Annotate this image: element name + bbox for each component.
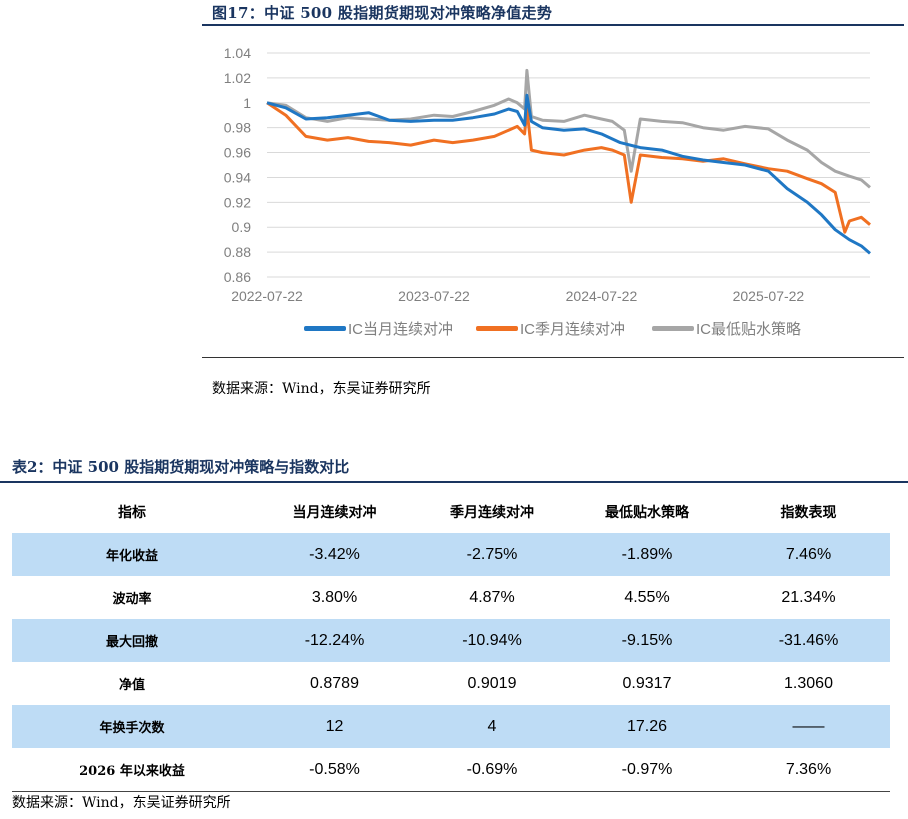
comparison-table: 指标 当月连续对冲 季月连续对冲 最低贴水策略 指数表现 年化收益 -3.42% -… — [12, 491, 890, 792]
table-cell: —— — [727, 705, 890, 748]
table-cell: -3.42% — [252, 533, 417, 576]
header-monthly: 当月连续对冲 — [252, 491, 417, 533]
table-cell: -0.58% — [252, 748, 417, 792]
table-row: 波动率 3.80% 4.87% 4.55% 21.34% — [12, 576, 890, 619]
table-cell: 7.36% — [727, 748, 890, 792]
legend-label: IC最低贴水策略 — [696, 321, 802, 338]
x-tick-label: 2025-07-22 — [733, 288, 805, 304]
row-label: 年化收益 — [12, 533, 252, 576]
table-cell: 0.9019 — [467, 674, 517, 692]
table-cell: -0.69% — [417, 748, 567, 792]
table-cell: 17.26 — [567, 705, 727, 748]
y-tick-label: 0.98 — [224, 120, 251, 136]
series-line — [266, 101, 871, 234]
table-cell: 3.80% — [311, 588, 358, 606]
chart-bottom-rule — [202, 357, 904, 358]
table-header-row: 指标 当月连续对冲 季月连续对冲 最低贴水策略 指数表现 — [12, 491, 890, 533]
y-tick-label: 1.04 — [224, 45, 251, 61]
table-title: 表2：中证 500 股指期货期现对冲策略与指数对比 — [12, 458, 350, 476]
figure-title-rule — [202, 24, 904, 26]
table-row: 2026 年以来收益 -0.58% -0.69% -0.97% 7.36% — [12, 748, 890, 792]
y-tick-label: 0.92 — [224, 194, 251, 210]
row-label: 最大回撤 — [12, 619, 252, 662]
table-cell: 4.87% — [469, 588, 515, 606]
table-cell: -9.15% — [567, 619, 727, 662]
series-line — [266, 93, 871, 255]
legend-label: IC季月连续对冲 — [520, 321, 626, 338]
header-metric: 指标 — [12, 491, 252, 533]
table-cell: -12.24% — [252, 619, 417, 662]
net-value-line-chart: 0.86 0.88 0.9 0.92 0.94 0.96 0.98 1 1.02 1.04 2022… — [224, 45, 871, 304]
row-label: 净值 — [118, 678, 145, 693]
legend-label: IC当月连续对冲 — [348, 321, 454, 338]
table-body: 年化收益 -3.42% -2.75% -1.89% 7.46% 波动率 3.80% 4.87%… — [12, 533, 890, 792]
y-tick-label: 0.88 — [224, 244, 251, 260]
legend-item: IC季月连续对冲 — [476, 318, 625, 339]
table-row: 年换手次数 12 4 17.26 —— — [12, 705, 890, 748]
y-tick-label: 0.9 — [232, 219, 252, 235]
table-cell: -31.46% — [727, 619, 890, 662]
x-tick-label: 2024-07-22 — [566, 288, 638, 304]
y-tick-label: 0.94 — [224, 169, 251, 185]
legend-swatch — [476, 326, 518, 331]
legend-item: IC最低贴水策略 — [652, 318, 801, 339]
header-min-discount: 最低贴水策略 — [567, 491, 727, 533]
table-cell: -1.89% — [567, 533, 727, 576]
table-cell: -10.94% — [417, 619, 567, 662]
table-title-rule — [0, 481, 908, 483]
table-cell: 1.3060 — [784, 674, 833, 692]
table-cell: -2.75% — [417, 533, 567, 576]
figure-title: 图17：中证 500 股指期货期现对冲策略净值走势 — [212, 4, 553, 22]
table-cell: 0.9317 — [622, 674, 672, 692]
y-tick-label: 1.02 — [224, 70, 251, 86]
y-tick-label: 1 — [243, 95, 251, 111]
table-row: 最大回撤 -12.24% -10.94% -9.15% -31.46% — [12, 619, 890, 662]
figure-source: 数据来源：Wind，东吴证券研究所 — [212, 381, 431, 397]
row-label: 2026 年以来收益 — [12, 748, 252, 792]
legend-swatch — [304, 326, 346, 331]
x-tick-label: 2022-07-22 — [231, 288, 303, 304]
row-label: 波动率 — [112, 592, 152, 607]
table-row: 净值 0.8789 0.9019 0.9317 1.3060 — [12, 662, 890, 705]
table-cell: 21.34% — [781, 588, 836, 606]
legend-swatch — [652, 326, 694, 331]
table-cell: 7.46% — [727, 533, 890, 576]
table-cell: 4.55% — [624, 588, 670, 606]
row-label: 年换手次数 — [12, 705, 252, 748]
legend-item: IC当月连续对冲 — [304, 318, 453, 339]
y-tick-label: 0.86 — [224, 269, 251, 285]
table-source: 数据来源：Wind，东吴证券研究所 — [12, 795, 231, 811]
y-tick-label: 0.96 — [224, 145, 251, 161]
header-index: 指数表现 — [727, 491, 890, 533]
table-cell: 4 — [417, 705, 567, 748]
table-cell: 12 — [252, 705, 417, 748]
table-row: 年化收益 -3.42% -2.75% -1.89% 7.46% — [12, 533, 890, 576]
table-cell: -0.97% — [567, 748, 727, 792]
x-tick-label: 2023-07-22 — [398, 288, 470, 304]
header-quarterly: 季月连续对冲 — [417, 491, 567, 533]
table-cell: 0.8789 — [310, 674, 359, 692]
